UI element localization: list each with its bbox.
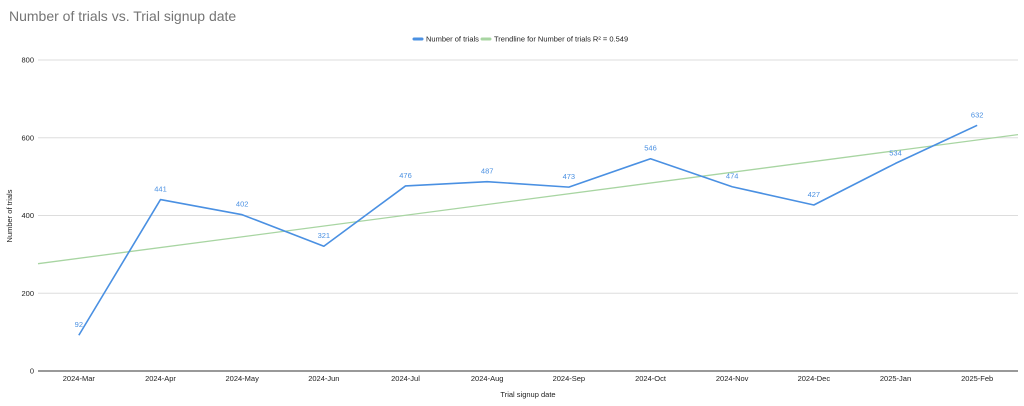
x-tick-label: 2024-Nov	[716, 374, 749, 383]
x-tick-labels: 2024-Mar 2024-Apr 2024-May 2024-Jun 2024-Jul…	[63, 374, 993, 383]
x-tick-label: 2024-Jul	[391, 374, 420, 383]
x-tick-label: 2024-Apr	[145, 374, 176, 383]
series-line-number-of-trials	[78, 124, 978, 336]
data-label: 632	[971, 110, 984, 119]
legend-label-trials: Number of trials	[426, 35, 479, 44]
x-tick-label: 2025-Jan	[880, 374, 911, 383]
data-label: 321	[318, 231, 331, 240]
data-label: 92	[75, 320, 83, 329]
y-tick-label: 800	[21, 56, 34, 65]
data-label: 473	[563, 172, 576, 181]
y-tick-labels: 0 200 400 600 800	[21, 56, 34, 376]
data-label: 534	[889, 148, 902, 157]
x-tick-label: 2024-Jun	[308, 374, 339, 383]
data-labels: 92 441 402 321 476 487 473 546 474 427 534 632	[75, 110, 984, 329]
data-label: 474	[726, 172, 739, 181]
y-tick-label: 600	[21, 133, 34, 142]
grid-lines	[38, 59, 1018, 372]
chart-title: Number of trials vs. Trial signup date	[9, 8, 237, 24]
x-tick-label: 2025-Feb	[961, 374, 993, 383]
data-label: 441	[154, 185, 167, 194]
data-label: 476	[399, 171, 412, 180]
x-tick-label: 2024-Aug	[471, 374, 504, 383]
data-label: 427	[808, 190, 821, 199]
x-tick-label: 2024-Dec	[798, 374, 831, 383]
trendline	[37, 133, 1019, 265]
x-tick-label: 2024-Oct	[635, 374, 667, 383]
y-tick-label: 0	[30, 367, 34, 376]
y-tick-label: 400	[21, 211, 34, 220]
legend: Number of trials Trendline for Number of…	[412, 35, 628, 44]
series-group	[78, 124, 978, 336]
data-label: 487	[481, 167, 494, 176]
legend-label-trendline: Trendline for Number of trials R² = 0.54…	[494, 35, 628, 44]
x-tick-label: 2024-Mar	[63, 374, 96, 383]
data-label: 546	[644, 144, 657, 153]
data-label: 402	[236, 200, 249, 209]
trendline-group	[37, 133, 1019, 265]
y-tick-label: 200	[21, 289, 34, 298]
x-tick-label: 2024-May	[225, 374, 259, 383]
x-tick-label: 2024-Sep	[553, 374, 586, 383]
x-axis-title: Trial signup date	[500, 390, 555, 399]
y-axis-title: Number of trials	[5, 189, 14, 242]
